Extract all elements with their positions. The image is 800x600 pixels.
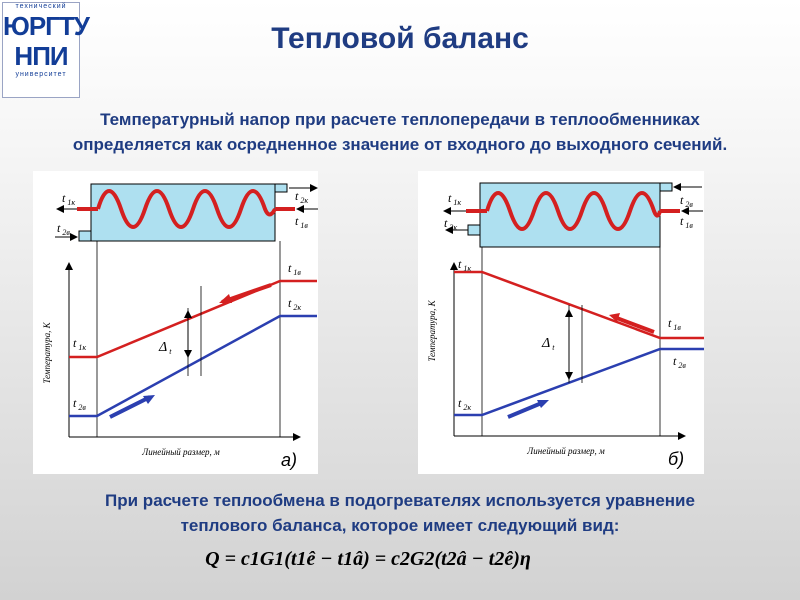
exchanger-shell-b — [479, 182, 661, 248]
label-t1v-b: t 1в — [668, 316, 681, 332]
label-t2k-a: t 2к — [288, 296, 301, 312]
exchanger-outlet-b — [659, 182, 673, 192]
figure-b-panel: t 1к t 2к t 2в t 1в Температура, К Линейный … — [418, 171, 704, 474]
figure-a-caption: а) — [281, 450, 297, 470]
label-top-t2v-a: t 2в — [57, 221, 70, 237]
figure-b-caption: б) — [668, 449, 684, 469]
label-top-t1v-a: t 1в — [295, 214, 308, 230]
logo-top-text: технический — [15, 3, 67, 10]
closing-line-2: теплового баланса, которое имеет следующ… — [180, 516, 620, 535]
hot-coil-b — [485, 191, 662, 231]
label-top-t2k-b: t 2к — [444, 216, 457, 232]
y-axis-label-b: Температура, К — [427, 299, 437, 361]
figure-a-panel: t 1к t 2в t 2к t 1в Температура, К Линейный … — [33, 171, 318, 474]
university-logo: технический ЮРГТУ НПИ университет — [2, 2, 90, 98]
label-t1k-a: t 1к — [73, 336, 86, 352]
figure-b-diagram: t 1к t 2к t 2в t 1в Температура, К Линейный … — [427, 182, 704, 469]
intro-line-1: Температурный напор при расчете теплопер… — [100, 110, 700, 129]
heat-balance-equation: Q = c1G1(t1ê − t1â) = c2G2(t2â − t2ê)η — [205, 548, 531, 570]
hot-flow-arrowhead-a — [219, 294, 232, 303]
logo-line-2: НПИ — [14, 41, 68, 71]
page-title: Тепловой баланс — [271, 22, 529, 55]
exchanger-inlet-b — [467, 224, 481, 236]
y-axis-label-a: Температура, К — [42, 321, 52, 383]
label-top-t2k-a: t 2к — [295, 189, 308, 205]
cold-temperature-line-b — [454, 347, 704, 417]
exchanger-inlet-a — [78, 230, 92, 242]
hot-temperature-line-b — [454, 270, 704, 340]
cold-temperature-line-a — [69, 314, 317, 418]
label-t2v-a: t 2в — [73, 396, 86, 412]
exchanger-outlet-a — [274, 183, 288, 193]
x-axis-label-b: Линейный размер, м — [526, 446, 605, 456]
label-top-t2v-b: t 2в — [680, 193, 693, 209]
label-top-t1k-b: t 1к — [448, 191, 461, 207]
cold-flow-arrowhead-a — [143, 395, 155, 404]
closing-text: При расчете теплообмена в подогревателях… — [0, 488, 800, 538]
intro-line-2: определяется как осредненное значение от… — [72, 135, 728, 154]
hot-coil-a — [96, 189, 277, 229]
label-top-t1v-b: t 1в — [680, 214, 693, 230]
hot-flow-arrow-b — [613, 315, 655, 334]
intro-text: Температурный напор при расчете теплопер… — [0, 107, 800, 157]
cold-flow-arrow-a — [109, 395, 151, 419]
cold-flow-arrowhead-b — [537, 400, 549, 408]
x-axis-label-a: Линейный размер, м — [141, 447, 220, 457]
label-top-t1k-a: t 1к — [62, 191, 75, 207]
cold-flow-arrow-b — [507, 400, 545, 419]
label-t1v-a: t 1в — [288, 261, 301, 277]
label-t1k-b: t 1к — [458, 257, 471, 273]
logo-line-1: ЮРГТУ — [3, 11, 90, 41]
label-t2k-b: t 2к — [458, 396, 471, 412]
figure-a-diagram: t 1к t 2в t 2к t 1в Температура, К Линейный … — [42, 183, 318, 470]
closing-line-1: При расчете теплообмена в подогревателях… — [105, 491, 695, 510]
logo-bottom-text: университет — [15, 71, 67, 78]
hot-flow-arrowhead-b — [609, 313, 620, 322]
label-t2v-b: t 2в — [673, 354, 686, 370]
